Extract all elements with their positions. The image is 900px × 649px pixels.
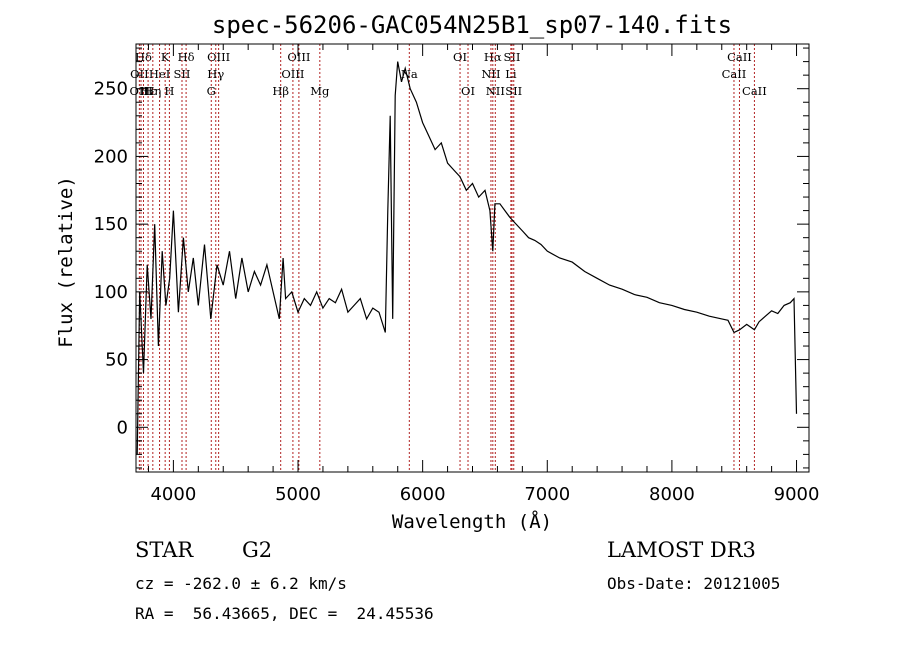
plot-frame [135, 43, 810, 473]
line-marker-label-22: NII [481, 67, 500, 81]
line-marker-label-19: OI [461, 84, 475, 98]
y-tick-label-4: 200 [94, 146, 128, 167]
object-subclass: G2 [242, 538, 273, 562]
survey-name: LAMOST DR3 [607, 538, 756, 562]
y-tick-label-5: 250 [94, 79, 128, 100]
line-marker-label-4: K [161, 50, 170, 64]
spectrum-series-line [136, 61, 798, 455]
y-tick-label-1: 50 [105, 350, 128, 371]
line-marker-label-3: Hε [140, 84, 156, 98]
line-marker-label-15: Hβ [272, 84, 289, 98]
x-tick-label-2: 6000 [400, 484, 446, 505]
line-marker-label-23: Li [505, 67, 517, 81]
line-marker-label-25: SII [505, 84, 522, 98]
redshift-velocity: cz = -262.0 ± 6.2 km/s [135, 574, 347, 593]
y-tick-label-3: 150 [94, 214, 128, 235]
x-axis-label: Wavelength (Å) [392, 510, 552, 533]
line-marker-label-26: CaII [727, 50, 752, 64]
line-marker-label-1: OII [130, 67, 149, 81]
observation-date: Obs-Date: 20121005 [607, 574, 781, 593]
x-tick-label-0: 4000 [150, 484, 196, 505]
y-axis: 0 50 100 150 200 250 [94, 47, 809, 469]
line-marker-label-14: OIII [281, 67, 304, 81]
y-tick-label-2: 100 [94, 282, 128, 303]
line-marker-label-16: Mg [310, 84, 330, 98]
line-marker-label-20: Hα [484, 50, 502, 64]
line-marker-label-21: SII [504, 50, 521, 64]
line-marker-label-7: SII [174, 67, 191, 81]
x-tick-label-5: 9000 [774, 484, 820, 505]
y-axis-label: Flux (relative) [55, 176, 77, 348]
line-marker-label-6: Hη [144, 84, 161, 98]
line-marker-label-11: Hγ [207, 67, 224, 81]
line-marker-label-5: HeI [149, 67, 170, 81]
object-class: STAR [135, 538, 194, 562]
line-marker-label-13: OIII [287, 50, 310, 64]
line-marker-label-27: CaII [722, 67, 747, 81]
x-tick-label-4: 8000 [649, 484, 695, 505]
line-marker-label-28: CaII [742, 84, 767, 98]
sky-coordinates: RA = 56.43665, DEC = 24.45536 [135, 604, 434, 623]
line-marker-label-2: OIII [129, 84, 152, 98]
x-tick-label-3: 7000 [524, 484, 570, 505]
line-marker-label-24: NII [486, 84, 505, 98]
x-axis: 4000 5000 6000 7000 8000 9000 [147, 44, 820, 505]
line-marker-label-10: OIII [207, 50, 230, 64]
line-marker-label-18: OI [453, 50, 467, 64]
line-marker-label-8: H [164, 84, 174, 98]
x-tick-label-1: 5000 [275, 484, 321, 505]
chart-title: spec-56206-GAC054N25B1_sp07-140.fits [212, 11, 732, 39]
line-marker-label-9: Hδ [178, 50, 195, 64]
line-marker-label-12: G [207, 84, 216, 98]
y-tick-label-0: 0 [117, 417, 128, 438]
